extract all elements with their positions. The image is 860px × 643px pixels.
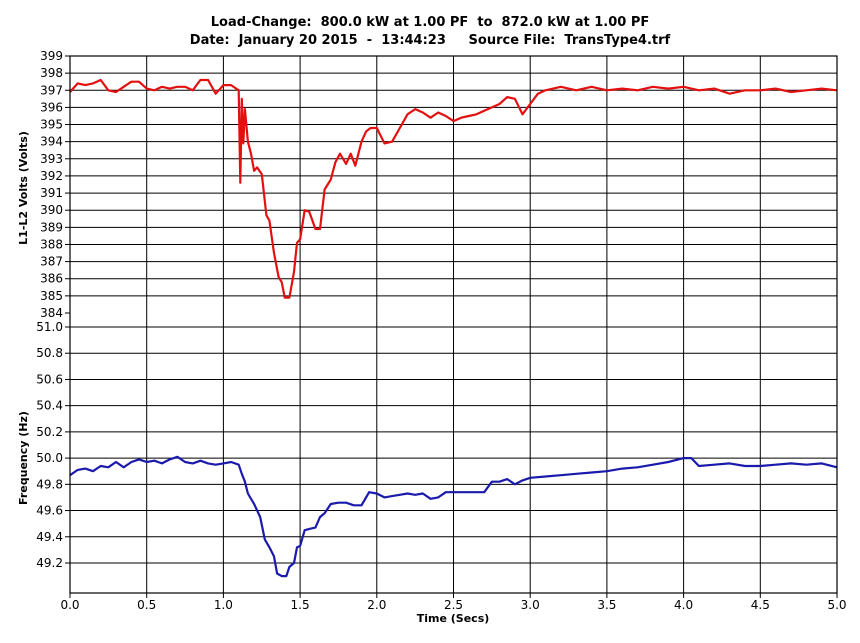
x-tick-label: 3.0 <box>521 598 540 612</box>
volts-tick-label: 394 <box>40 135 63 149</box>
frequency-tick-label: 50.6 <box>36 372 63 386</box>
axis-ticks: 0.0 0.5 1.0 1.5 2.0 2.5 3.0 3.5 4.0 4.5 5.0 399 398 3… <box>36 49 846 612</box>
time-axis-label: Time (Secs) <box>417 612 490 625</box>
volts-tick-label: 386 <box>40 272 63 286</box>
x-tick-label: 2.5 <box>444 598 463 612</box>
frequency-tick-label: 50.0 <box>36 451 63 465</box>
volts-tick-label: 387 <box>40 255 63 269</box>
volts-series-line <box>69 78 838 299</box>
volts-tick-label: 390 <box>40 203 63 217</box>
frequency-tick-label: 51.0 <box>36 320 63 334</box>
series-lines <box>69 78 838 578</box>
x-tick-label: 1.5 <box>291 598 310 612</box>
volts-tick-label: 393 <box>40 152 63 166</box>
chart-title-line2: Date: January 20 2015 - 13:44:23 Source … <box>189 33 671 48</box>
volts-tick-label: 399 <box>40 49 63 63</box>
volts-tick-label: 395 <box>40 118 63 132</box>
volts-tick-label: 398 <box>40 66 63 80</box>
frequency-tick-label: 50.2 <box>36 425 63 439</box>
frequency-tick-label: 49.4 <box>36 530 63 544</box>
volts-axis-label: L1-L2 Volts (Volts) <box>17 131 30 245</box>
volts-tick-label: 397 <box>40 83 63 97</box>
x-tick-label: 1.0 <box>214 598 233 612</box>
x-tick-label: 4.0 <box>674 598 693 612</box>
volts-tick-label: 392 <box>40 169 63 183</box>
volts-tick-label: 391 <box>40 186 63 200</box>
x-tick-label: 4.5 <box>751 598 770 612</box>
frequency-tick-label: 49.8 <box>36 477 63 491</box>
frequency-tick-label: 49.6 <box>36 504 63 518</box>
frequency-series-line <box>69 455 838 578</box>
x-tick-label: 3.5 <box>597 598 616 612</box>
volts-tick-label: 396 <box>40 100 63 114</box>
volts-tick-label: 388 <box>40 237 63 251</box>
x-tick-label: 2.0 <box>367 598 386 612</box>
volts-tick-label: 385 <box>40 289 63 303</box>
frequency-tick-label: 50.4 <box>36 399 63 413</box>
x-tick-label: 0.0 <box>60 598 79 612</box>
volts-tick-label: 384 <box>40 306 63 320</box>
x-tick-label: 0.5 <box>137 598 156 612</box>
frequency-axis-label: Frequency (Hz) <box>17 411 30 505</box>
frequency-tick-label: 49.2 <box>36 556 63 570</box>
chart-title-line1: Load-Change: 800.0 kW at 1.00 PF to 872.… <box>210 15 650 30</box>
x-tick-label: 5.0 <box>827 598 846 612</box>
plot-frame <box>69 55 838 594</box>
chart-grid <box>70 56 837 593</box>
volts-tick-label: 389 <box>40 220 63 234</box>
frequency-tick-label: 50.8 <box>36 346 63 360</box>
